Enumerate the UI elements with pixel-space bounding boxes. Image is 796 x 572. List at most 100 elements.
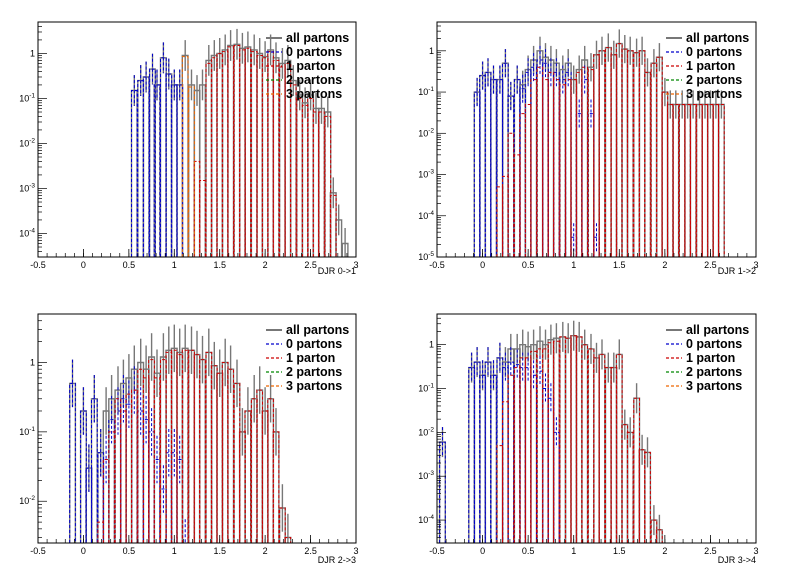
panel-4-legend-label: 0 partons (686, 337, 742, 351)
panel-2-x-tick-label: -0.5 (429, 260, 445, 270)
panel-1-y-tick-label: 10-3 (19, 182, 35, 193)
panel-2-y-axis: 10-5 10-4 10-3 10-2 10-1 1 (418, 21, 446, 262)
panel-4-x-tick-label: 2.5 (704, 546, 717, 556)
panel-1-1-parton-bar (312, 111, 320, 257)
panel-2-1-parton-bar (701, 104, 709, 257)
panel-2-x-tick-label: 0.5 (522, 260, 535, 270)
panel-4-0-partons-bar (439, 441, 446, 543)
panel-4-x-tick-label: -0.5 (429, 546, 445, 556)
panel-4-1-parton-bar (626, 431, 634, 543)
panel-3-x-tick-label: 0.5 (123, 546, 136, 556)
panel-1-legend-label: all partons (286, 31, 349, 45)
panel-2-x-tick-label: 1 (571, 260, 576, 270)
panel-2-0-partons-bar (473, 91, 481, 257)
panel-4-1-parton-bar (644, 451, 651, 543)
panel-4-legend-label: 2 partons (686, 365, 742, 379)
panel-1-plot-area (130, 28, 349, 257)
panel-4-x-tick-label: 3 (753, 546, 758, 556)
panel-3-1-parton-bar (272, 431, 280, 543)
panel-4-1-parton-bar (605, 367, 612, 543)
panel-4-plot-area (438, 320, 663, 543)
panel-3-1-parton-bar (199, 359, 206, 543)
panel-4-legend-label: 1 parton (686, 351, 735, 365)
panel-1-y-tick-label: 10-4 (19, 227, 35, 238)
panel-3-0-partons-bar (80, 410, 87, 543)
panel-1-x-tick-label: 1.5 (213, 260, 226, 270)
panel-2-1-parton-bar (536, 66, 544, 257)
panel-4-y-tick-label: 1 (429, 340, 434, 350)
panel-3-x-tick-label: 1 (172, 546, 177, 556)
panel-3-1-parton-bar (216, 372, 224, 543)
panel-3-plot-area (69, 324, 292, 543)
panel-4-1-parton-bar (513, 367, 521, 543)
panel-3-1-parton-bar (227, 368, 234, 543)
panel-1-x-tick-label: 0 (81, 260, 86, 270)
panel-3-1-parton-bar (210, 365, 218, 543)
panel-1-1-parton-bar (261, 57, 269, 257)
panel-2-1-parton-bar (610, 54, 618, 257)
panel-3-y-tick-label: 10-2 (19, 495, 35, 506)
panel-1-1-parton-bar (272, 59, 280, 257)
panel-2-y-tick-label: 10-4 (418, 210, 434, 221)
panel-3-1-parton-bar (244, 410, 252, 543)
panel-1-0-partons-bar (131, 90, 138, 257)
panel-3-x-axis-title: DJR 2->3 (318, 555, 356, 565)
panel-2-legend-label: all partons (686, 31, 749, 45)
panel-1-legend-label: 2 partons (286, 73, 342, 87)
panel-4-1-parton-bar (598, 353, 606, 543)
panel-3-legend-label: 0 partons (286, 337, 342, 351)
panel-4-y-tick-label: 10-2 (418, 426, 434, 437)
panel-1-x-tick-label: 3 (353, 260, 358, 270)
panel-3-1-parton-bar (181, 349, 189, 543)
panel-3-0-partons-bar (91, 398, 98, 543)
panel-2-1-parton-bar (718, 104, 725, 257)
panel-2-legend-label: 3 partons (686, 87, 742, 101)
panel-3-1-parton-bar (284, 537, 292, 543)
panel-3-0-partons-bar (85, 467, 93, 543)
panel-1-1-parton-bar (329, 194, 337, 257)
panel-2-x-tick-label: 2 (662, 260, 667, 270)
panel-4-1-parton-bar (507, 374, 515, 543)
panel-1: -0.5 0 0.5 1 1.5 2 2.5 3 10-4 10-3 10-2 10-1 1 DJR … (19, 21, 359, 276)
panel-3-1-parton-bar (193, 354, 201, 543)
panel-4-1-parton-bar (519, 357, 526, 543)
panel-2-legend-label: 0 partons (686, 45, 742, 59)
panel-1-1-parton-bar (221, 51, 229, 257)
panel-3-legend-label: all partons (286, 323, 349, 337)
panel-2-x-axis: -0.5 0 0.5 1 1.5 2 2.5 3 (429, 249, 759, 270)
panel-4-1-parton-bar (593, 357, 600, 543)
panel-1-x-tick-label: 1 (172, 260, 177, 270)
panel-3-x-tick-label: 2 (263, 546, 268, 556)
panel-3-0-partons-bar (69, 382, 76, 543)
panel-2-0-partons-bar (490, 79, 497, 257)
panel-1-y-tick-label: 10-2 (19, 137, 35, 148)
panel-4: -0.5 0 0.5 1 1.5 2 2.5 3 10-4 10-3 10-2 10-1 1 DJR … (418, 313, 759, 565)
panel-2-x-axis-title: DJR 1->2 (718, 266, 756, 276)
panel-3-1-parton-bar (176, 354, 184, 543)
panel-2-x-tick-label: 0 (480, 260, 485, 270)
panel-4-1-parton-bar (615, 353, 623, 543)
panel-2-1-parton-bar (678, 104, 686, 257)
panel-3-y-tick-label: 1 (30, 357, 35, 367)
panel-2-1-parton-bar (672, 104, 680, 257)
panel-4-y-tick-label: 10-1 (418, 383, 434, 394)
panel-2-legend-label: 1 parton (686, 59, 735, 73)
panel-2-1-parton-bar (696, 104, 703, 257)
panel-3-1-parton-bar (261, 410, 269, 543)
panel-2-y-tick-label: 10-2 (418, 127, 434, 138)
panel-2-1-parton-bar (656, 56, 663, 257)
panel-3-1-parton-bar (256, 389, 263, 543)
panel-1-y-axis: 10-4 10-3 10-2 10-1 1 (19, 21, 47, 258)
panel-3-1-parton-bar (108, 431, 115, 543)
panel-2-plot-area (473, 29, 725, 257)
panel-3-1-parton-bar (120, 410, 127, 543)
panel-2-x-tick-label: 3 (753, 260, 758, 270)
panel-4-x-tick-label: 0.5 (522, 546, 535, 556)
panel-3-x-tick-label: -0.5 (30, 546, 46, 556)
panel-2-1-parton-bar (587, 69, 595, 257)
panel-1-1-parton-bar (227, 46, 234, 257)
panel-4-x-tick-label: 1 (571, 546, 576, 556)
panel-1-x-tick-label: 0.5 (123, 260, 136, 270)
